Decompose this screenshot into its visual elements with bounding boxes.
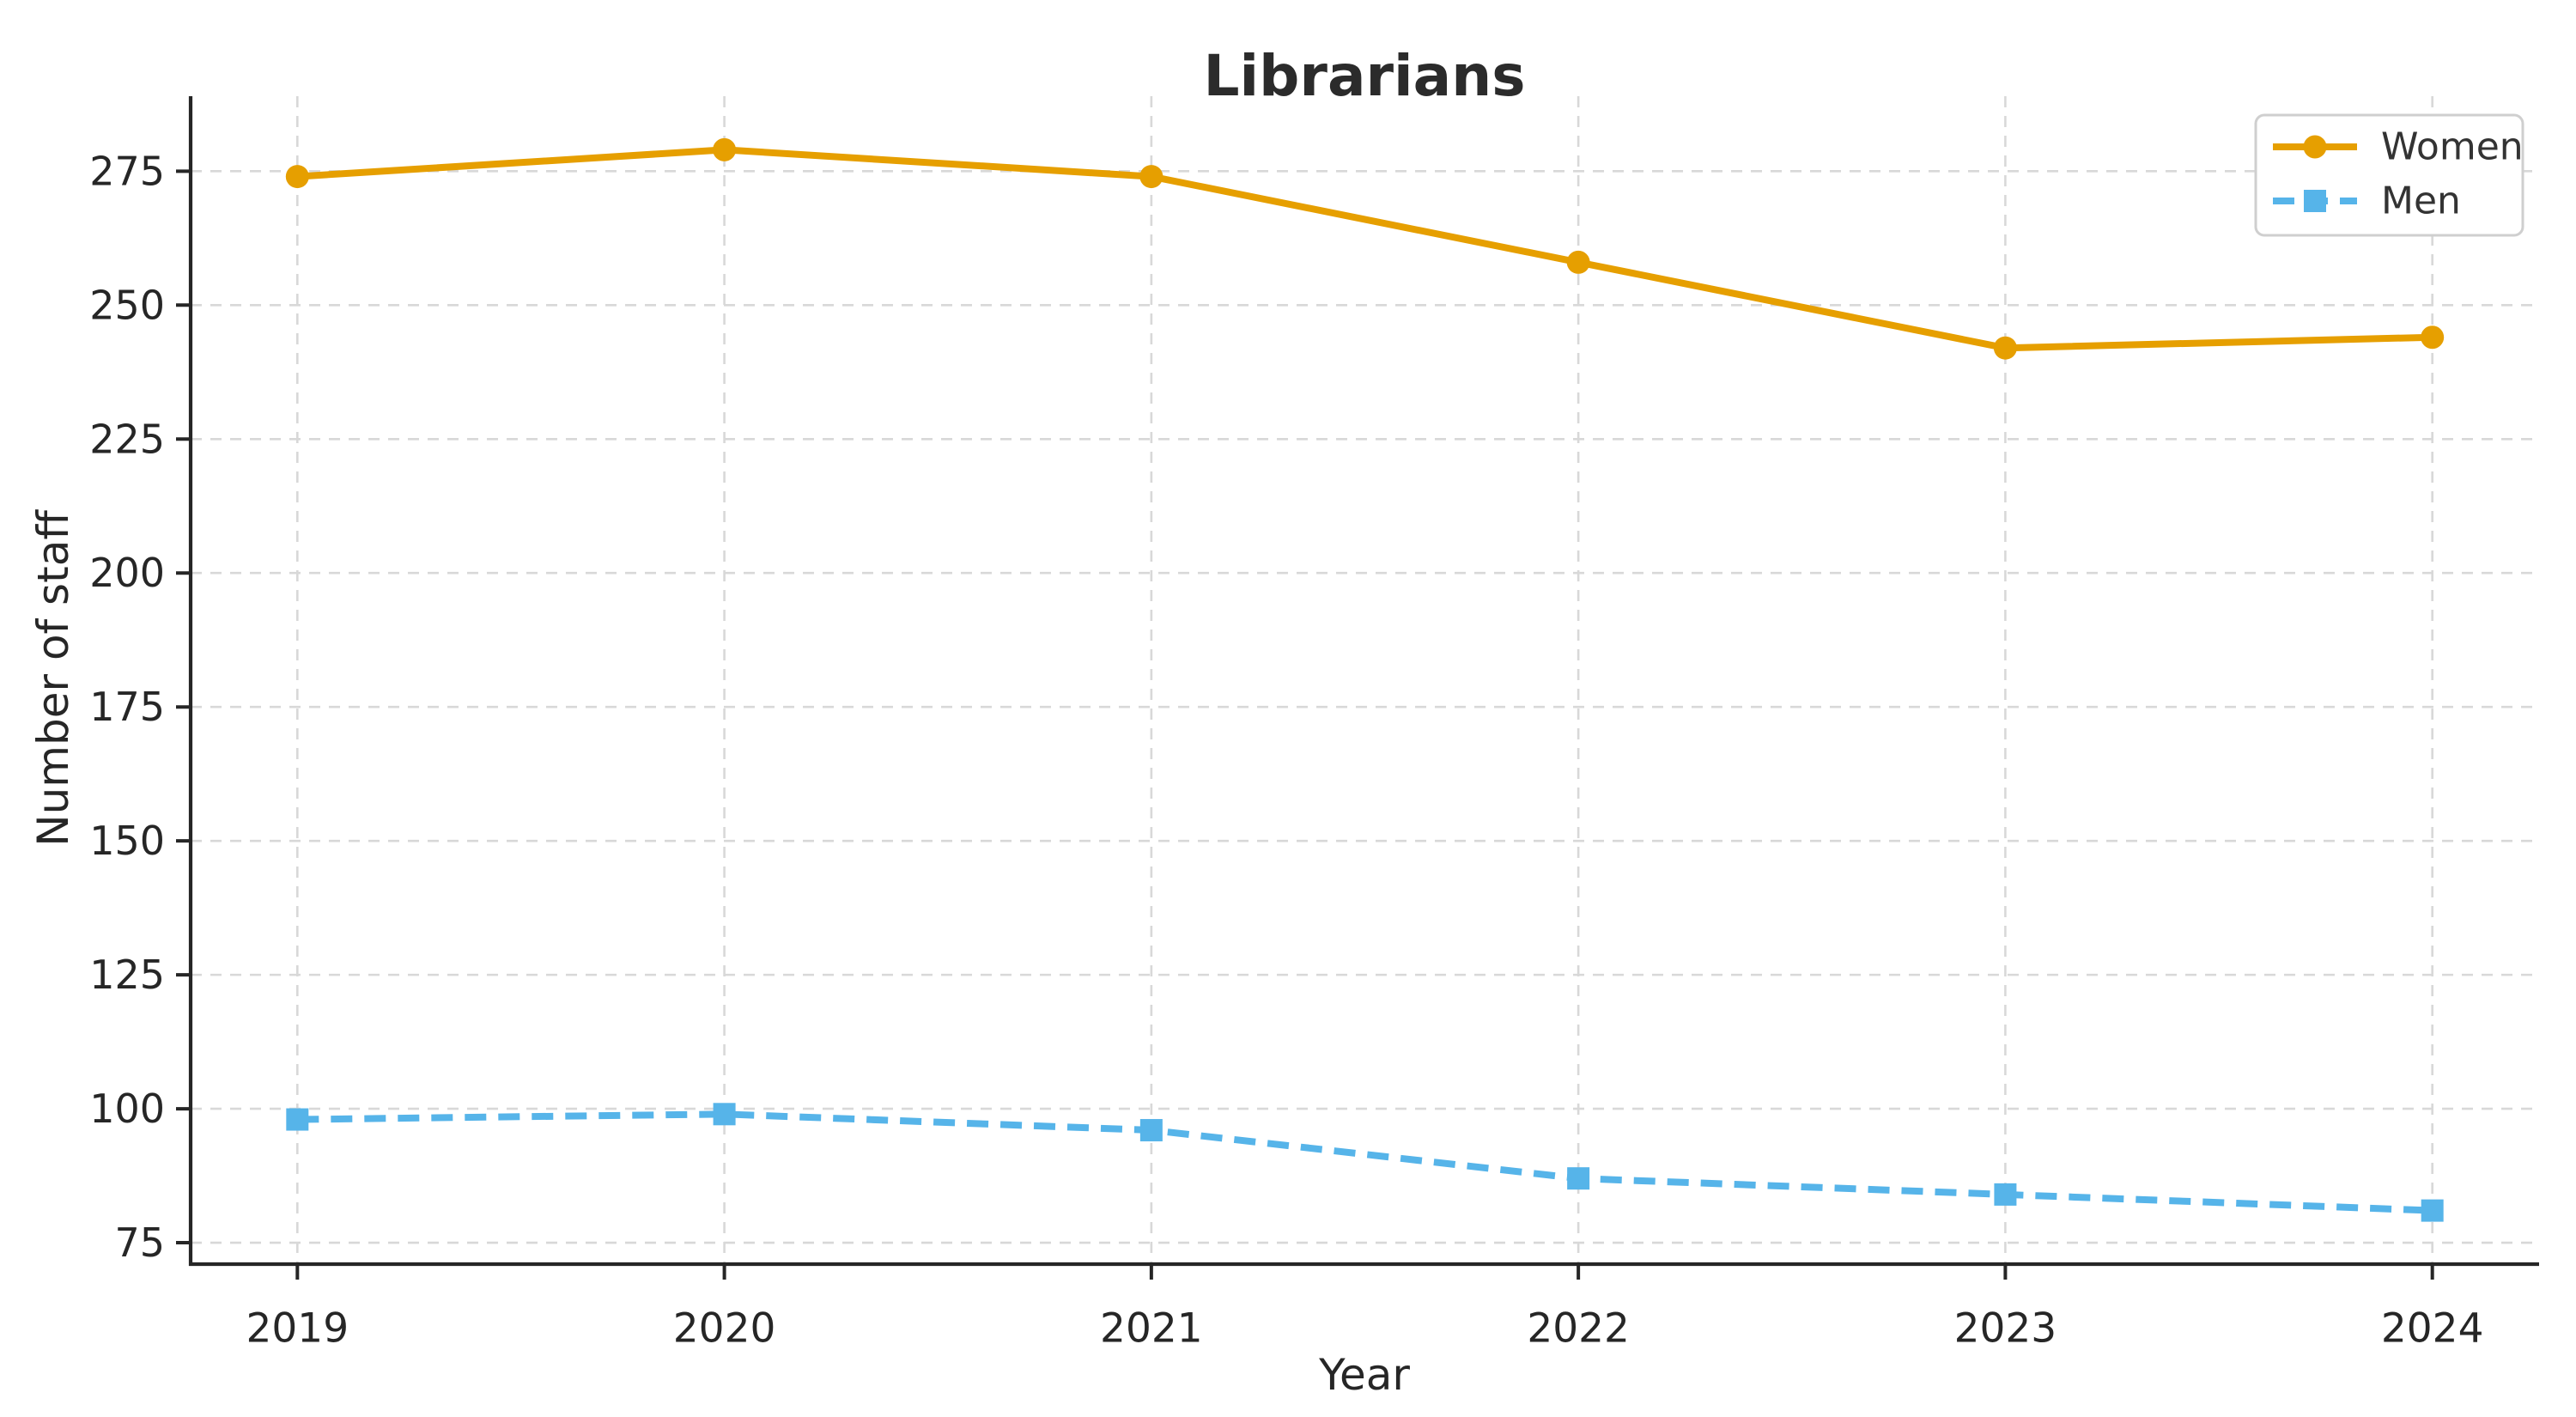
- x-tick-label: 2023: [1954, 1304, 2057, 1352]
- legend-marker-women: [2303, 135, 2327, 159]
- y-axis-label: Number of staff: [28, 510, 78, 847]
- marker-women-2022: [1566, 250, 1590, 274]
- y-tick-label: 175: [89, 684, 165, 730]
- marker-men-2022: [1567, 1167, 1590, 1190]
- marker-women-2020: [713, 137, 737, 161]
- x-tick-label: 2022: [1527, 1304, 1630, 1352]
- chart-title: Librarians: [1203, 43, 1526, 109]
- y-tick-label: 250: [89, 282, 165, 328]
- marker-women-2024: [2421, 325, 2445, 350]
- marker-women-2021: [1139, 165, 1163, 189]
- x-axis-label: Year: [1319, 1350, 1410, 1400]
- x-tick-label: 2020: [673, 1304, 776, 1352]
- y-tick-label: 125: [89, 952, 165, 998]
- x-tick-label: 2024: [2381, 1304, 2484, 1352]
- series-line-women: [297, 146, 2433, 352]
- x-tick-label: 2019: [246, 1304, 349, 1352]
- legend-label-men: Men: [2381, 179, 2461, 223]
- marker-men-2019: [286, 1108, 309, 1131]
- marker-men-2021: [1139, 1119, 1163, 1142]
- y-tick-label: 100: [89, 1086, 165, 1132]
- y-tick-label: 200: [89, 550, 165, 596]
- marker-women-2023: [1993, 336, 2017, 360]
- marker-men-2023: [1994, 1183, 2017, 1206]
- marker-men-2020: [713, 1103, 736, 1126]
- y-tick-label: 225: [89, 416, 165, 462]
- y-tick-label: 150: [89, 818, 165, 864]
- y-tick-label: 75: [114, 1219, 165, 1266]
- x-tick-label: 2021: [1100, 1304, 1203, 1352]
- y-tick-label: 275: [89, 148, 165, 194]
- series-line-men: [297, 1110, 2433, 1214]
- marker-men-2024: [2421, 1199, 2444, 1222]
- legend-marker-men: [2304, 190, 2326, 212]
- marker-women-2019: [285, 165, 309, 189]
- legend-label-women: Women: [2381, 125, 2524, 169]
